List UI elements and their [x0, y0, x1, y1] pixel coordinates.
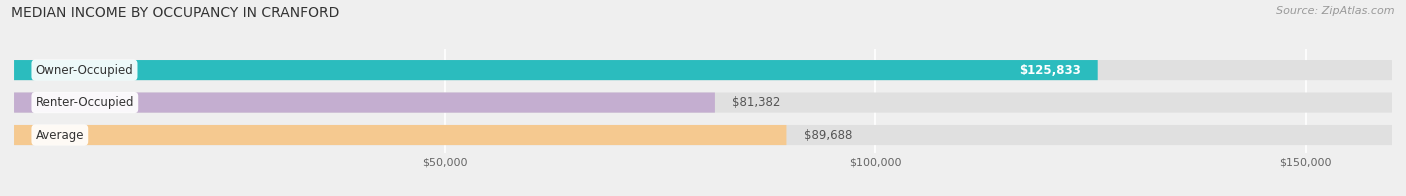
FancyBboxPatch shape [14, 125, 786, 145]
Text: $125,833: $125,833 [1019, 64, 1080, 77]
FancyBboxPatch shape [14, 93, 1392, 113]
FancyBboxPatch shape [14, 60, 1392, 80]
Text: Source: ZipAtlas.com: Source: ZipAtlas.com [1277, 6, 1395, 16]
FancyBboxPatch shape [14, 60, 1098, 80]
Text: $89,688: $89,688 [804, 129, 852, 142]
Text: Average: Average [35, 129, 84, 142]
Text: $81,382: $81,382 [733, 96, 780, 109]
Text: Renter-Occupied: Renter-Occupied [35, 96, 134, 109]
FancyBboxPatch shape [14, 93, 714, 113]
Text: MEDIAN INCOME BY OCCUPANCY IN CRANFORD: MEDIAN INCOME BY OCCUPANCY IN CRANFORD [11, 6, 340, 20]
Text: Owner-Occupied: Owner-Occupied [35, 64, 134, 77]
FancyBboxPatch shape [14, 125, 1392, 145]
